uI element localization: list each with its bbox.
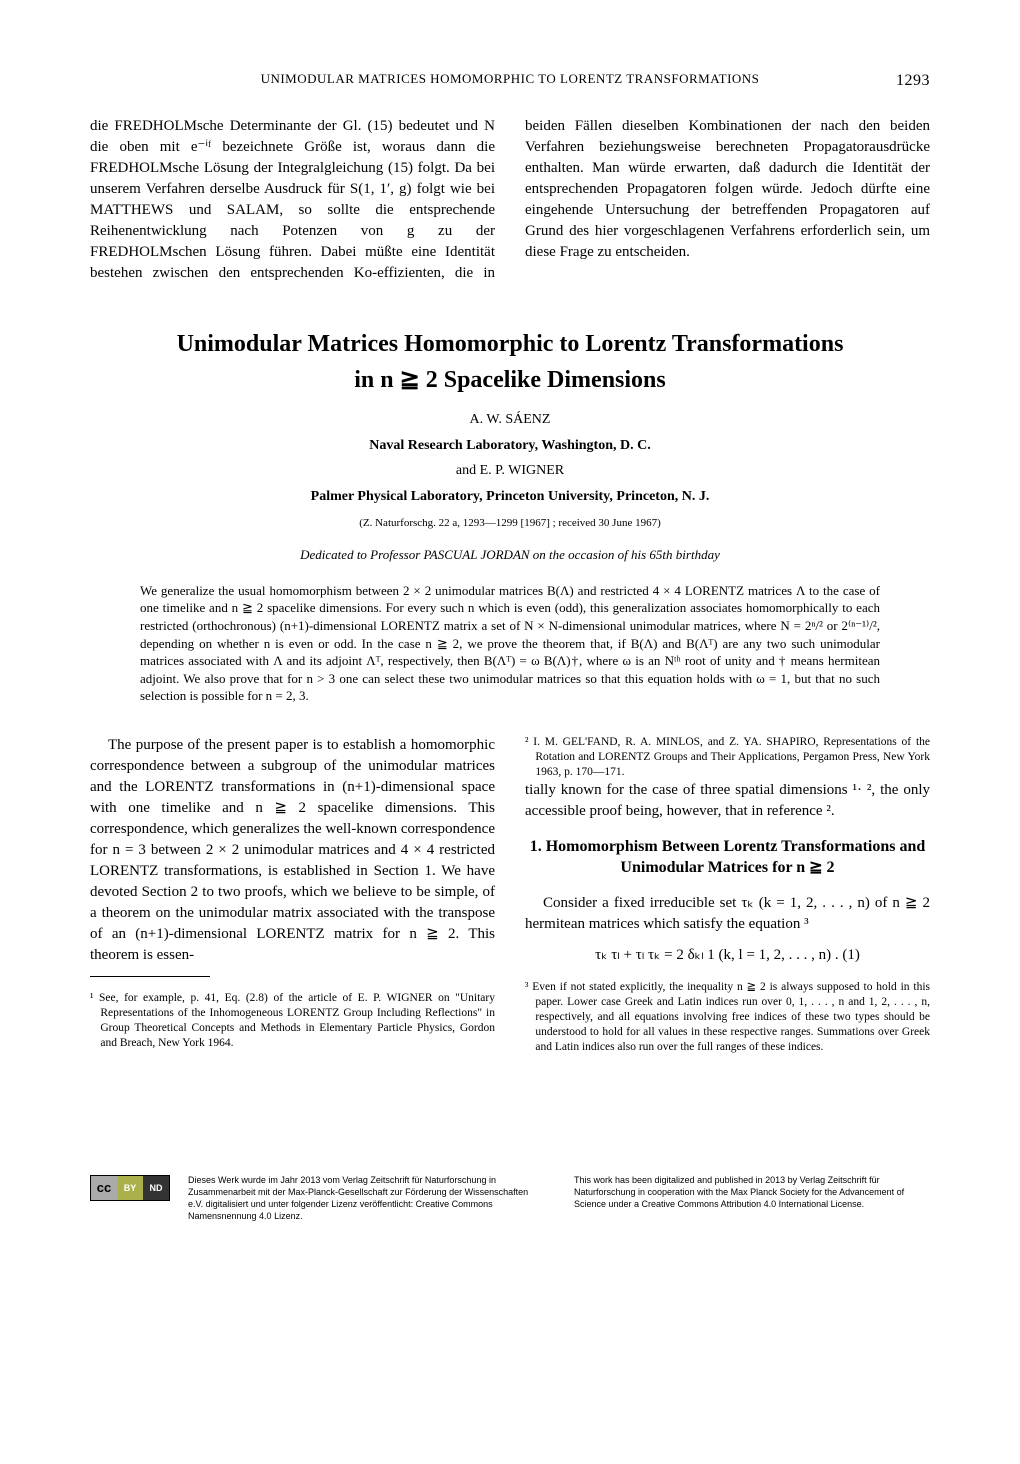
by-icon: BY: [117, 1176, 143, 1200]
affiliation-1: Naval Research Laboratory, Washington, D…: [90, 436, 930, 456]
dedication: Dedicated to Professor PASCUAL JORDAN on…: [90, 546, 930, 564]
body-columns: The purpose of the present paper is to e…: [90, 735, 930, 1056]
affiliation-2: Palmer Physical Laboratory, Princeton Un…: [90, 487, 930, 507]
footnote-rule: [90, 976, 210, 977]
nd-icon: ND: [143, 1176, 169, 1200]
author-1: A. W. SÁENZ: [90, 410, 930, 430]
equation-1: τₖ τₗ + τₗ τₖ = 2 δₖₗ 1 (k, l = 1, 2, . …: [525, 945, 930, 966]
footnote-2: ² I. M. GEL'FAND, R. A. MINLOS, and Z. Y…: [535, 735, 930, 780]
footnote-1: ¹ See, for example, p. 41, Eq. (2.8) of …: [100, 991, 495, 1051]
license-text: Dieses Werk wurde im Jahr 2013 vom Verla…: [188, 1175, 930, 1222]
running-header: UNIMODULAR MATRICES HOMOMORPHIC TO LOREN…: [90, 70, 930, 88]
article-title-line2: in n ≧ 2 Spacelike Dimensions: [90, 364, 930, 398]
citation: (Z. Naturforschg. 22 a, 1293—1299 [1967]…: [90, 516, 930, 531]
intro-continuation: tially known for the case of three spati…: [525, 780, 930, 822]
license-en: This work has been digitalized and publi…: [574, 1175, 930, 1210]
prev-tail-text-1: die FREDHOLMsche Determinante der Gl. (1…: [90, 118, 495, 281]
previous-article-tail: die FREDHOLMsche Determinante der Gl. (1…: [90, 116, 930, 284]
abstract: We generalize the usual homomorphism bet…: [140, 582, 880, 705]
license-footer: cc BY ND Dieses Werk wurde im Jahr 2013 …: [90, 1175, 930, 1222]
cc-icon: cc: [91, 1176, 117, 1200]
cc-badge-icon: cc BY ND: [90, 1175, 170, 1201]
section-1-heading: 1. Homomorphism Between Lorentz Transfor…: [525, 836, 930, 879]
running-title: UNIMODULAR MATRICES HOMOMORPHIC TO LOREN…: [261, 71, 760, 86]
footnotes-right: ³ Even if not stated explicitly, the ine…: [525, 980, 930, 1055]
author-2: and E. P. WIGNER: [90, 461, 930, 481]
intro-paragraph: The purpose of the present paper is to e…: [90, 735, 495, 966]
article-title-line1: Unimodular Matrices Homomorphic to Loren…: [90, 329, 930, 360]
page-number: 1293: [896, 70, 930, 92]
footnote-3: ³ Even if not stated explicitly, the ine…: [535, 980, 930, 1055]
abstract-text: We generalize the usual homomorphism bet…: [140, 583, 880, 703]
section-1-paragraph: Consider a fixed irreducible set τₖ (k =…: [525, 893, 930, 935]
license-de: Dieses Werk wurde im Jahr 2013 vom Verla…: [188, 1175, 544, 1222]
